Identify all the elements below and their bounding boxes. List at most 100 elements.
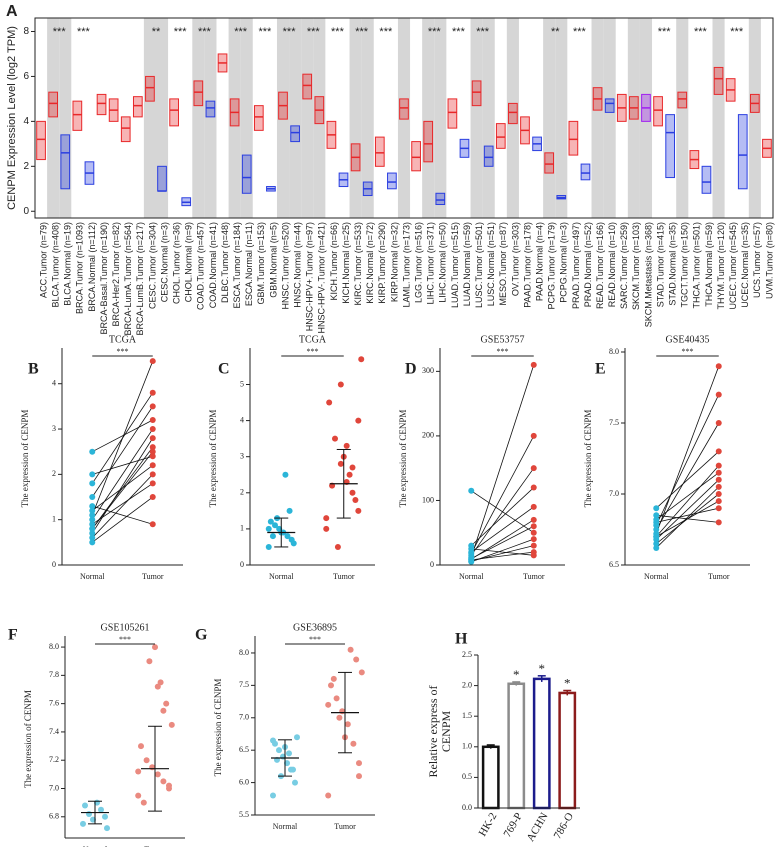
point [284,533,291,540]
pair-line [91,406,154,498]
y-tick-label: 6.5 [239,745,249,754]
box [205,100,216,118]
group-shade [639,18,653,218]
bar [507,682,526,810]
significance: *** [694,26,708,38]
pair-line [471,506,534,553]
point [530,484,537,491]
box [145,75,155,102]
point [140,799,147,806]
group-shade [59,18,72,218]
box [737,114,748,190]
y-tick-label: 0.5 [462,772,472,781]
x-tick-label: HNSC-HPV-.Tumor (n=421) [317,222,327,333]
point [265,543,272,550]
panel-letter: H [455,631,468,648]
point [468,550,475,557]
significance: ** [551,26,560,38]
box [387,172,397,190]
y-axis-label: The expression of CENPM [23,690,33,788]
box [290,125,300,143]
y-axis-label: The expression of CENPM [208,410,218,508]
panel: A 0 2 4 6 8 CENPM Expression Level (log2 TPM) A… [6,3,774,335]
x-tick-label: GBM.Tumor (n=153) [256,222,266,304]
pair-line [655,394,720,526]
group-shade [313,18,326,218]
y-tick-label: 6 [23,71,29,82]
y-tick-label: 0.0 [462,803,472,812]
x-tick-label: Tumor [333,572,355,581]
point [715,420,722,426]
x-tick-label: UCS.Tumor (n=57) [752,222,762,298]
group-shade [627,18,640,218]
significance: * [564,675,571,690]
point [347,646,354,653]
y-tick-label: 7.0 [49,783,59,792]
x-tick-label: ESCA.Normal (n=11) [244,222,254,306]
point [653,544,660,551]
point [89,503,96,510]
point [149,358,156,365]
group-shade [155,18,169,218]
y-tick-label: 300 [422,366,434,375]
group-shade [192,18,205,218]
point [270,792,276,799]
x-tick-label: ACC.Tumor (n=79) [38,222,48,298]
point [358,669,365,676]
x-tick-label: THYM.Tumor (n=120) [716,222,726,309]
panel-title: TCGA [109,334,137,345]
point [269,533,276,540]
x-tick-label: TGCT.Tumor (n=150) [680,222,690,307]
point [530,503,537,510]
point [149,521,156,528]
point [149,416,156,423]
significance: *** [452,26,466,38]
group-shade [240,18,253,218]
y-tick-label: 3 [52,424,56,433]
panel-letter: C [218,361,230,378]
point [149,480,156,487]
pair-line [471,545,534,562]
x-tick-label: SKCM.Tumor (n=103) [631,222,641,310]
significance: *** [117,347,129,356]
panel: F GSE105261 6.8 7.0 7.2 7.4 7.6 7.8 8.0 The expre… [8,622,185,847]
group-shade [228,18,241,218]
pair-line [91,446,154,529]
bar [558,691,577,810]
point [325,701,332,708]
box [701,165,712,194]
point [334,543,341,550]
y-tick-label: 7.8 [49,670,59,679]
x-tick-label: COAD.Tumor (n=457) [196,222,206,310]
y-tick-label: 5 [240,379,244,388]
group-shade [712,18,725,218]
group-shade [434,18,447,218]
x-tick-label: PRAD.Tumor (n=497) [571,222,581,309]
panel-letter: B [28,361,39,378]
box [120,116,131,143]
bar [481,745,500,810]
point [356,760,362,767]
point [89,471,96,478]
y-axis-label: CENPM [439,710,453,752]
x-tick-label: BRCA-Her2.Tumor (n=82) [111,222,121,326]
point [86,810,92,817]
y-tick-label: 2.0 [462,680,472,689]
point [163,700,170,707]
box [713,66,724,95]
point [715,519,722,526]
box [169,98,179,127]
x-tick-label: UCEC.Tumor (n=545) [728,222,738,309]
y-tick-label: 1.0 [462,742,472,751]
box [447,98,458,129]
x-tick-label: HNSC.Normal (n=44) [292,222,302,308]
frame [34,17,774,219]
point [468,487,475,494]
x-tick-label: Tumor [708,572,730,581]
point [143,757,150,764]
point [715,498,722,505]
x-tick-label: DLBC.Tumor (n=48) [220,222,230,303]
point [149,403,156,410]
box [399,98,409,120]
x-tick-label: LUAD.Tumor (n=515) [450,222,460,308]
